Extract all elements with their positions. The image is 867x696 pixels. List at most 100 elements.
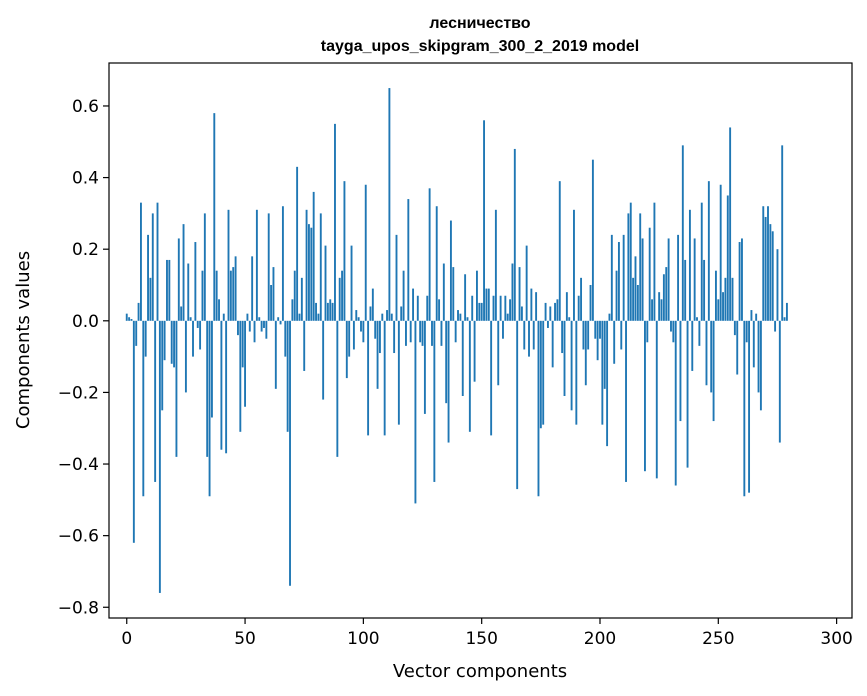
bar xyxy=(374,320,377,339)
bar xyxy=(504,295,507,321)
bar xyxy=(648,227,651,321)
bar xyxy=(617,242,620,321)
bar xyxy=(281,206,284,321)
bar xyxy=(440,320,443,346)
bar xyxy=(636,285,639,321)
bar xyxy=(703,259,706,321)
bar xyxy=(639,213,642,321)
bar xyxy=(312,191,315,321)
x-tick-label: 250 xyxy=(702,629,734,649)
bar xyxy=(693,238,696,321)
bar xyxy=(277,317,280,321)
bar xyxy=(272,267,275,321)
bar xyxy=(568,317,571,321)
bar xyxy=(731,277,734,321)
bar xyxy=(594,320,597,339)
bar xyxy=(582,320,585,350)
bar xyxy=(274,320,277,389)
bar xyxy=(478,302,481,321)
bar xyxy=(641,238,644,321)
bar xyxy=(194,242,197,321)
bar xyxy=(383,320,386,436)
bar xyxy=(210,320,213,418)
bar xyxy=(291,299,294,321)
bar xyxy=(345,320,348,379)
bar xyxy=(705,320,708,386)
bar xyxy=(513,148,516,321)
bar xyxy=(140,202,142,321)
x-tick-label: 100 xyxy=(347,629,379,649)
bar xyxy=(698,320,701,346)
x-axis-title: Vector components xyxy=(393,661,567,682)
bar xyxy=(177,238,180,321)
bar xyxy=(665,267,668,321)
bar xyxy=(161,320,164,411)
bar xyxy=(376,320,379,389)
bar xyxy=(222,313,225,321)
bar xyxy=(662,274,665,321)
bar xyxy=(227,209,230,321)
bar xyxy=(132,320,135,543)
bar xyxy=(752,320,755,368)
bar xyxy=(660,299,663,321)
bar xyxy=(736,320,739,375)
chart-title-line2: tayga_upos_skipgram_300_2_2019 model xyxy=(321,38,639,55)
bar xyxy=(300,277,303,321)
bar xyxy=(745,320,748,343)
y-tick-label: 0.4 xyxy=(72,169,99,189)
bar xyxy=(326,302,329,321)
bar xyxy=(596,320,599,361)
x-tick-label: 50 xyxy=(234,629,256,649)
bar xyxy=(580,277,583,321)
bar xyxy=(442,263,445,321)
bar xyxy=(516,320,519,490)
bar xyxy=(729,127,732,321)
bar xyxy=(258,317,261,321)
bar xyxy=(674,320,677,486)
bar xyxy=(644,320,646,472)
bar xyxy=(561,320,564,354)
bar xyxy=(776,249,779,321)
bar xyxy=(232,267,235,321)
bar xyxy=(696,317,698,321)
bar xyxy=(409,320,412,343)
bar xyxy=(128,317,131,321)
x-tick-label: 150 xyxy=(465,629,497,649)
bar xyxy=(511,263,514,321)
bar xyxy=(613,320,616,364)
bar xyxy=(537,320,540,497)
bar xyxy=(722,292,724,321)
bar xyxy=(724,277,727,321)
bar xyxy=(315,302,317,321)
bar xyxy=(378,320,381,354)
bar xyxy=(610,234,613,321)
bar xyxy=(187,263,190,321)
bar xyxy=(452,267,455,321)
chart-title-line1: лесничество xyxy=(429,15,530,32)
bar xyxy=(466,317,469,321)
bar xyxy=(454,320,457,343)
bar xyxy=(125,313,128,321)
y-tick-label: 0.0 xyxy=(72,312,99,332)
bar xyxy=(348,320,351,357)
bar xyxy=(530,288,533,321)
bar xyxy=(203,213,206,321)
bar xyxy=(267,213,270,321)
bar xyxy=(497,320,500,386)
bar xyxy=(341,270,344,321)
bar xyxy=(206,320,209,457)
bar xyxy=(707,181,710,321)
bar xyxy=(686,320,689,468)
bar xyxy=(738,242,741,321)
bar xyxy=(163,320,166,361)
bar xyxy=(712,320,715,422)
bar xyxy=(151,213,154,321)
bar xyxy=(293,270,296,321)
bar xyxy=(615,270,618,321)
bar xyxy=(296,166,299,321)
bar xyxy=(166,259,168,321)
bar xyxy=(459,313,462,321)
bar xyxy=(774,320,777,332)
bar xyxy=(558,181,561,321)
bar xyxy=(719,184,722,321)
